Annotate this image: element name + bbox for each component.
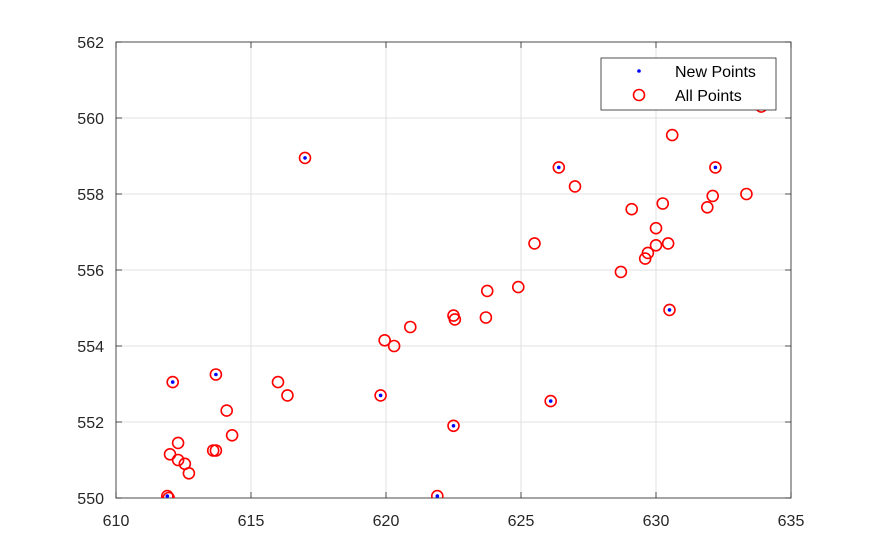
all-point-marker (448, 313, 462, 326)
all-point-marker (649, 239, 663, 252)
all-point-marker (271, 375, 285, 389)
all-point-marker (387, 339, 401, 353)
axis-ticks (115, 41, 792, 499)
new-point-marker (713, 165, 718, 170)
y-tick-label: 558 (77, 187, 104, 204)
all-point-marker (649, 221, 663, 235)
y-tick-label: 560 (77, 111, 104, 128)
new-point-marker (548, 399, 553, 403)
all-point-marker (552, 161, 566, 174)
all-point-marker (431, 489, 444, 498)
all-point-marker (182, 466, 196, 480)
all-point-marker (162, 491, 175, 498)
all-point-marker (171, 436, 185, 450)
legend-label-all-points: All Points (675, 88, 742, 105)
all-point-marker (528, 237, 541, 250)
y-tick-labels: 550 552 554 556 558 560 562 (77, 35, 104, 508)
legend-box (600, 57, 777, 111)
all-point-marker (171, 453, 185, 467)
all-point-marker (209, 368, 223, 381)
all-point-marker (447, 419, 460, 433)
all-point-marker (161, 489, 174, 498)
x-tick-label: 615 (238, 513, 265, 530)
all-point-marker (378, 333, 391, 347)
all-point-marker (568, 180, 582, 193)
all-point-marker (220, 404, 233, 417)
all-point-marker (614, 265, 628, 279)
legend-label-new-points: New Points (675, 64, 756, 81)
all-point-marker (638, 252, 652, 265)
all-point-marker (544, 394, 558, 408)
y-tick-label: 556 (77, 263, 104, 280)
x-tick-label: 620 (373, 513, 400, 530)
y-tick-label: 552 (77, 415, 104, 432)
all-point-marker (166, 375, 179, 389)
y-tick-label: 554 (77, 339, 104, 356)
new-point-marker (557, 165, 561, 170)
all-point-marker (403, 320, 417, 334)
all-point-marker (641, 246, 655, 260)
x-tick-label: 625 (508, 513, 535, 530)
all-point-marker (625, 202, 639, 216)
grid-lines (115, 41, 792, 499)
all-point-marker (661, 237, 675, 250)
all-point-marker (281, 389, 294, 402)
new-point-marker (667, 308, 672, 312)
new-point-marker (170, 380, 175, 384)
all-point-marker (740, 187, 753, 201)
y-tick-label: 562 (77, 35, 104, 52)
new-point-marker (214, 372, 218, 377)
all-point-marker (374, 389, 387, 402)
x-tick-label: 610 (103, 513, 130, 530)
new-point-marker (165, 494, 170, 498)
data-points (161, 100, 768, 498)
all-point-marker (665, 128, 679, 142)
all-point-marker (709, 161, 722, 174)
all-point-marker (511, 280, 525, 294)
new-point-marker (378, 393, 383, 398)
all-point-marker (225, 428, 239, 442)
all-point-marker (700, 201, 714, 214)
x-tick-label: 635 (778, 513, 805, 530)
new-point-marker (435, 494, 440, 498)
all-point-marker (479, 311, 493, 324)
legend-marker-all-points (632, 88, 646, 102)
x-tick-label: 630 (643, 513, 670, 530)
legend-marker-new-points (637, 69, 641, 73)
y-tick-label: 550 (77, 491, 104, 508)
all-point-marker (298, 151, 312, 165)
all-point-marker (656, 197, 670, 210)
legend: New Points All Points (600, 57, 777, 111)
all-point-marker (209, 444, 223, 457)
new-point-marker (303, 156, 307, 160)
all-point-marker (706, 189, 720, 203)
x-tick-labels: 610 615 620 625 630 635 (103, 513, 805, 530)
new-point-marker (451, 424, 456, 428)
all-point-marker (663, 303, 676, 317)
all-point-marker (480, 284, 494, 298)
